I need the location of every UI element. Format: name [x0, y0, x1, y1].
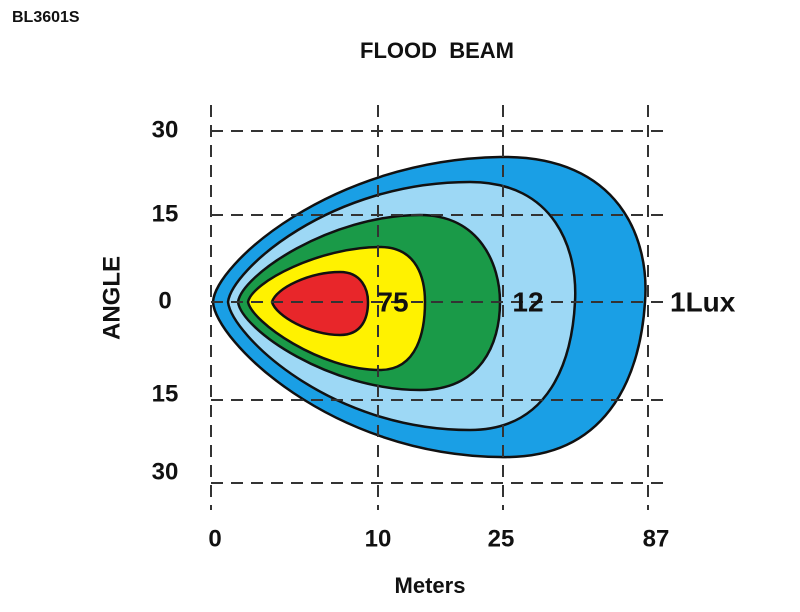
x-tick-label: 10	[365, 525, 392, 552]
contour-label: 1Lux	[670, 286, 736, 317]
x-tick-label: 0	[208, 525, 221, 552]
x-tick-label: 87	[643, 525, 670, 552]
model-name: BL3601S	[12, 9, 80, 26]
diagram-title: FLOOD BEAM	[360, 38, 514, 63]
y-tick-label: 30	[152, 116, 179, 143]
y-tick-label: 15	[152, 380, 179, 407]
x-axis-label: Meters	[395, 573, 466, 598]
y-axis-label: ANGLE	[98, 256, 125, 340]
x-tick-label: 25	[488, 525, 515, 552]
grid	[210, 105, 668, 510]
y-tick-label: 0	[158, 287, 171, 314]
contour-label: 12	[512, 286, 543, 317]
contour-label: 75	[377, 286, 408, 317]
y-tick-label: 15	[152, 200, 179, 227]
y-tick-label: 30	[152, 458, 179, 485]
contour-core	[270, 270, 370, 337]
